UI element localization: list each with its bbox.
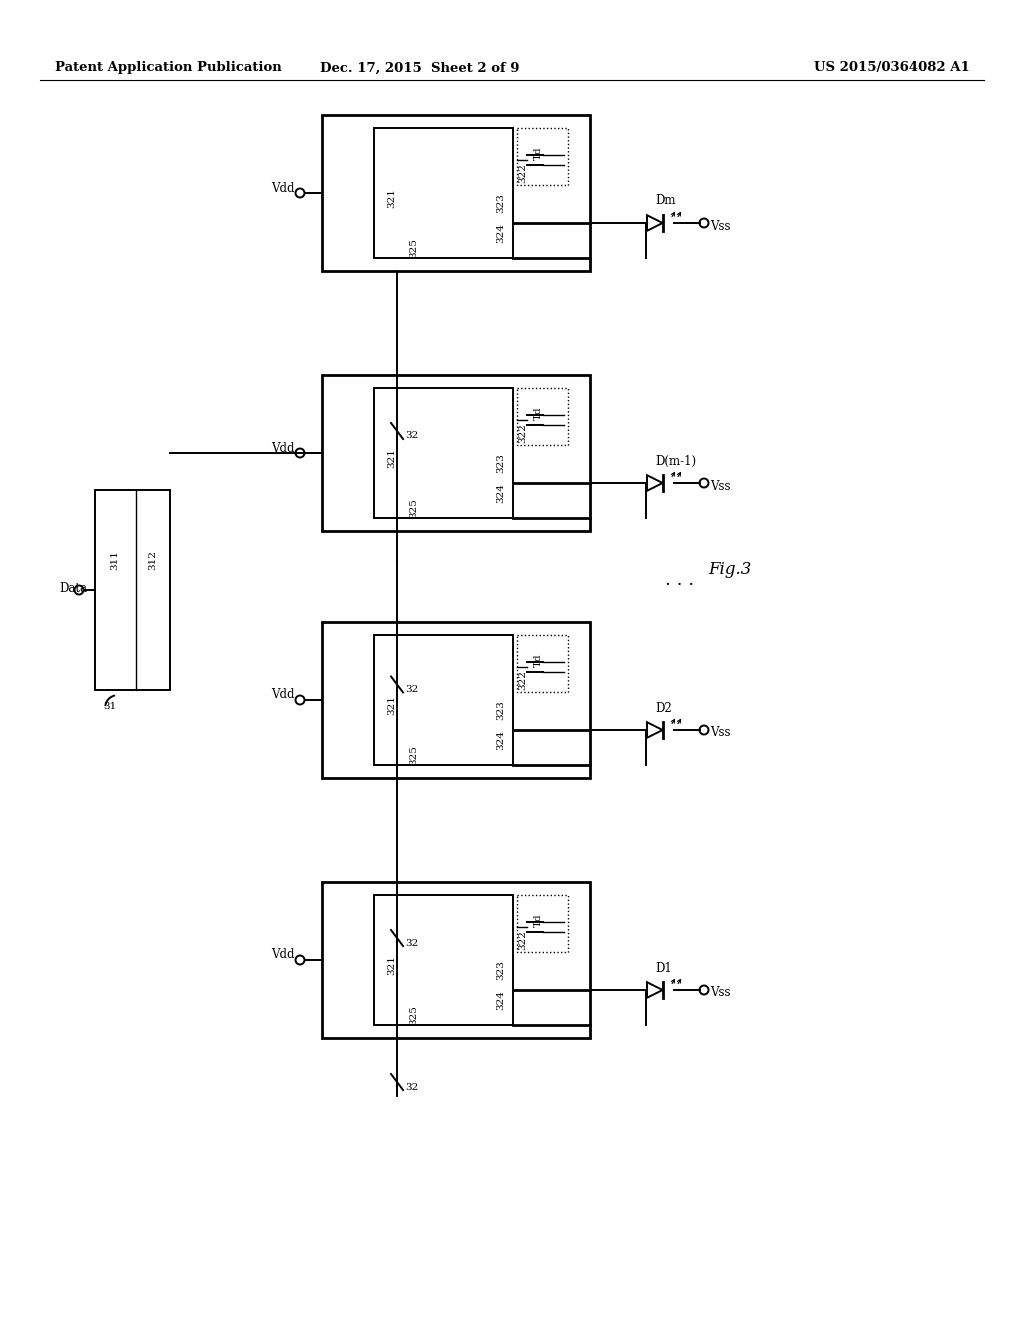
Text: 311: 311 (111, 550, 120, 570)
Text: Vdd: Vdd (271, 441, 295, 454)
Text: 322: 322 (518, 671, 527, 690)
Bar (517, 388, 568, 445)
Bar (374, 895, 513, 1026)
Text: Vdd: Vdd (271, 689, 295, 701)
Text: 324: 324 (497, 730, 506, 750)
Text: 31: 31 (103, 702, 117, 711)
Bar (517, 128, 568, 185)
Bar (374, 635, 513, 766)
Text: 325: 325 (410, 498, 419, 517)
Text: 32: 32 (406, 1082, 418, 1092)
Text: 323: 323 (497, 453, 506, 473)
Text: Vss: Vss (710, 726, 730, 739)
Text: D(m-1): D(m-1) (655, 454, 696, 467)
Text: Dec. 17, 2015  Sheet 2 of 9: Dec. 17, 2015 Sheet 2 of 9 (321, 62, 520, 74)
Text: Vss: Vss (710, 479, 730, 492)
Text: Vss: Vss (710, 219, 730, 232)
Circle shape (699, 726, 709, 734)
Bar (322, 115, 590, 271)
Polygon shape (647, 215, 663, 231)
Bar (517, 895, 568, 952)
Text: . . .: . . . (666, 572, 694, 589)
Text: Td: Td (534, 147, 543, 160)
Text: Td: Td (534, 913, 543, 927)
Text: 324: 324 (497, 223, 506, 243)
Text: Td: Td (534, 653, 543, 667)
Polygon shape (647, 722, 663, 738)
Bar (322, 882, 590, 1038)
Bar (95, 490, 170, 690)
Text: 321: 321 (387, 187, 396, 209)
Text: 325: 325 (410, 238, 419, 257)
Text: 321: 321 (387, 696, 396, 715)
Text: Patent Application Publication: Patent Application Publication (55, 62, 282, 74)
Text: 321: 321 (387, 956, 396, 975)
Circle shape (296, 696, 304, 705)
Text: D2: D2 (655, 701, 672, 714)
Circle shape (75, 586, 84, 594)
Text: 323: 323 (497, 700, 506, 719)
Circle shape (699, 479, 709, 487)
Text: Vdd: Vdd (271, 181, 295, 194)
Bar (374, 388, 513, 517)
Text: Vss: Vss (710, 986, 730, 999)
Polygon shape (647, 475, 663, 491)
Text: 324: 324 (497, 990, 506, 1010)
Text: Data: Data (59, 582, 87, 594)
Text: 322: 322 (518, 424, 527, 444)
Text: Td: Td (534, 407, 543, 420)
Circle shape (699, 986, 709, 994)
Text: 32: 32 (406, 685, 418, 694)
Bar (322, 375, 590, 531)
Text: 312: 312 (148, 550, 158, 570)
Text: 325: 325 (410, 1005, 419, 1024)
Text: 325: 325 (410, 744, 419, 764)
Circle shape (699, 219, 709, 227)
Polygon shape (647, 982, 663, 998)
Bar (374, 128, 513, 257)
Circle shape (296, 956, 304, 965)
Text: 32: 32 (406, 432, 418, 441)
Text: Dm: Dm (655, 194, 676, 207)
Text: 323: 323 (497, 960, 506, 979)
Text: 322: 322 (518, 164, 527, 183)
Circle shape (296, 449, 304, 458)
Text: US 2015/0364082 A1: US 2015/0364082 A1 (814, 62, 970, 74)
Circle shape (296, 189, 304, 198)
Bar (517, 635, 568, 692)
Text: 322: 322 (518, 931, 527, 950)
Bar (322, 622, 590, 777)
Text: Fig.3: Fig.3 (709, 561, 752, 578)
Text: 321: 321 (387, 447, 396, 467)
Text: 324: 324 (497, 483, 506, 503)
Text: 32: 32 (406, 939, 418, 948)
Text: Vdd: Vdd (271, 949, 295, 961)
Text: 323: 323 (497, 193, 506, 213)
Text: D1: D1 (655, 961, 672, 974)
